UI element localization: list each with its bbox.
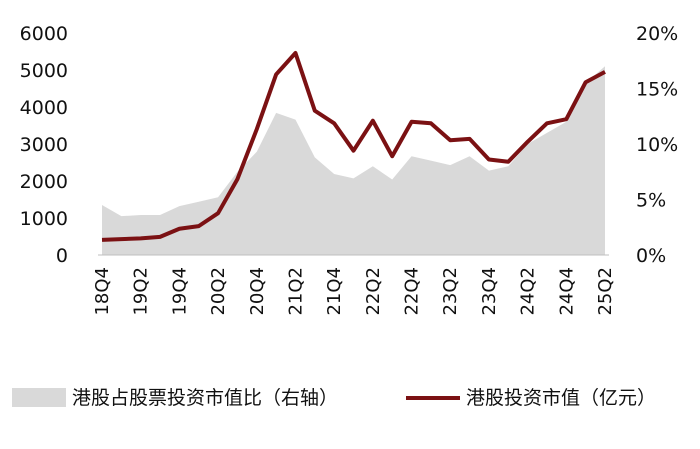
left-axis-tick-label: 3000 bbox=[20, 134, 68, 156]
x-axis-tick-label: 21Q4 bbox=[324, 267, 345, 316]
right-axis-tick-label: 0% bbox=[636, 245, 666, 267]
x-axis-tick-label: 19Q2 bbox=[131, 267, 152, 316]
left-axis-tick-label: 5000 bbox=[20, 60, 68, 82]
x-axis-tick-label: 25Q2 bbox=[595, 267, 616, 316]
right-axis-tick-label: 10% bbox=[636, 134, 678, 156]
legend-line-label: 港股投资市值（亿元） bbox=[466, 387, 656, 409]
line-layer bbox=[101, 50, 606, 242]
area-layer bbox=[102, 66, 605, 255]
left-axis-tick-label: 1000 bbox=[20, 208, 68, 230]
legend-area-label: 港股占股票投资市值比（右轴） bbox=[72, 387, 338, 409]
x-axis-tick-label: 22Q4 bbox=[402, 267, 423, 316]
x-axis-tick-label: 24Q4 bbox=[556, 267, 577, 316]
right-axis-tick-label: 5% bbox=[636, 190, 666, 212]
line-series-hk-value bbox=[101, 50, 606, 242]
right-axis-tick-label: 15% bbox=[636, 79, 678, 101]
legend-area-swatch bbox=[12, 388, 66, 407]
x-axis-tick-label: 20Q4 bbox=[247, 267, 268, 316]
x-axis-tick-label: 23Q2 bbox=[440, 267, 461, 316]
right-axis-tick-label: 20% bbox=[636, 23, 678, 45]
left-axis-tick-label: 2000 bbox=[20, 171, 68, 193]
x-axis-tick-label: 20Q2 bbox=[208, 267, 229, 316]
left-axis-tick-label: 6000 bbox=[20, 23, 68, 45]
x-axis-tick-label: 18Q4 bbox=[92, 267, 113, 316]
x-axis-tick-label: 22Q2 bbox=[363, 267, 384, 316]
x-axis-tick-label: 24Q2 bbox=[518, 267, 539, 316]
left-axis-tick-label: 4000 bbox=[20, 97, 68, 119]
left-axis-tick-label: 0 bbox=[56, 245, 68, 267]
x-axis-tick-label: 23Q4 bbox=[479, 267, 500, 316]
area-series-hk-share bbox=[102, 66, 605, 255]
x-axis-tick-label: 21Q2 bbox=[285, 267, 306, 316]
legend: 港股占股票投资市值比（右轴） 港股投资市值（亿元） bbox=[12, 387, 656, 409]
ticks-layer: 0 1000 2000 3000 4000 5000 6000 0% 5% 10% 15% 20% 18… bbox=[20, 23, 679, 316]
x-axis-tick-label: 19Q4 bbox=[169, 267, 190, 316]
